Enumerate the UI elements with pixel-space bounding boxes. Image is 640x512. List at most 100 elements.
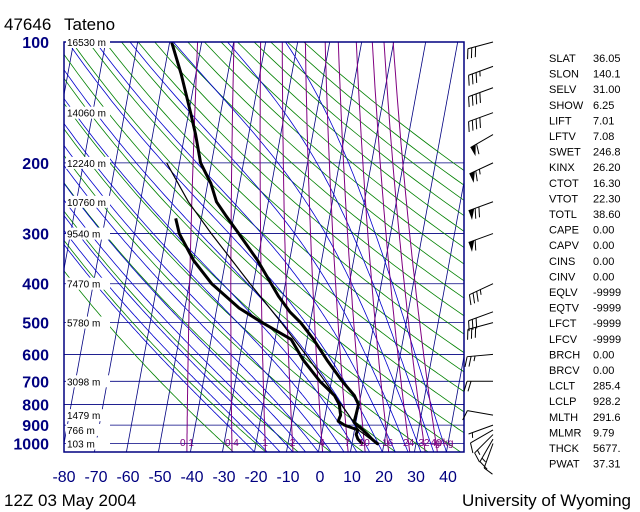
temperature-tick-label: -10 <box>276 469 299 486</box>
dry-adiabat <box>170 42 464 299</box>
index-name: CINV <box>549 271 576 283</box>
dry-adiabat <box>154 42 464 317</box>
temperature-tick-label: -60 <box>116 469 139 486</box>
pressure-tick-label: 800 <box>22 398 49 415</box>
index-value: 246.8 <box>593 147 621 159</box>
dry-adiabat <box>104 42 464 373</box>
temperature-tick-label: -70 <box>84 469 107 486</box>
dry-adiabat <box>88 42 464 393</box>
height-label-bg <box>66 423 110 436</box>
height-label: 5780 m <box>67 319 100 330</box>
wind-barb <box>469 162 494 183</box>
index-value: 140.1 <box>593 69 621 81</box>
height-label-bg <box>66 227 110 240</box>
height-label-bg <box>66 375 110 388</box>
height-label: 9540 m <box>67 230 100 241</box>
mixing-ratio-line <box>383 42 426 452</box>
mixing-ratio-line <box>281 42 294 452</box>
moist-adiabat <box>64 215 281 452</box>
moist-adiabat <box>67 42 383 452</box>
mixing-ratio-label: g/kg <box>435 438 454 449</box>
pressure-tick-label: 500 <box>22 316 49 333</box>
dry-adiabat <box>64 53 464 434</box>
temperature-tick-label: 0 <box>316 469 325 486</box>
index-value: 5677. <box>593 443 621 455</box>
mixing-ratio-label: 0.1 <box>180 438 194 449</box>
isotherm <box>0 42 10 452</box>
wind-barb <box>468 233 494 252</box>
plot-frame <box>63 41 465 453</box>
index-value: 285.4 <box>593 381 621 393</box>
dry-adiabat <box>64 270 234 452</box>
pressure-tick-label: 1000 <box>13 437 49 454</box>
station-id: 47646 <box>4 15 51 34</box>
wind-barb <box>468 201 494 221</box>
moist-adiabat <box>64 122 345 452</box>
wind-barb <box>468 65 494 86</box>
dry-adiabat <box>121 42 464 354</box>
footer-source: University of Wyoming <box>462 491 631 510</box>
dry-adiabat <box>137 42 464 335</box>
mixing-ratio-line <box>186 42 199 452</box>
index-value: 31.00 <box>593 84 621 96</box>
index-name: SLON <box>549 69 579 81</box>
height-label-bg <box>66 36 110 48</box>
temperature-tick-label: -30 <box>212 469 235 486</box>
dry-adiabat <box>237 42 464 232</box>
mixing-ratio-line <box>337 42 366 452</box>
moist-adiabat <box>64 144 332 452</box>
wind-barb <box>468 311 494 332</box>
index-value: 0.00 <box>593 271 614 283</box>
index-name: PWAT <box>549 459 580 471</box>
moist-adiabat <box>129 42 409 452</box>
pressure-tick-label: 700 <box>22 374 49 391</box>
dry-adiabat <box>64 239 267 452</box>
height-label: 7470 m <box>67 280 100 291</box>
index-name: SHOW <box>549 100 584 112</box>
footer-time: 12Z 03 May 2004 <box>4 491 136 510</box>
height-label-bg <box>66 277 110 290</box>
wind-barb <box>468 87 494 108</box>
wind-barb <box>468 112 494 133</box>
height-label: 16530 m <box>67 38 106 49</box>
index-value: 9.79 <box>593 427 614 439</box>
height-label-bg <box>66 437 110 450</box>
height-label: 10760 m <box>67 198 106 209</box>
index-value: -9999 <box>593 334 621 346</box>
index-value: 22.30 <box>593 193 621 205</box>
isotherm <box>64 42 139 446</box>
index-name: EQTV <box>549 303 580 315</box>
moist-adiabat <box>95 42 396 452</box>
parcel-profile <box>166 162 377 444</box>
mixing-ratio-label: 1 <box>262 438 268 449</box>
height-label-bg <box>66 156 110 169</box>
index-value: 7.08 <box>593 131 614 143</box>
moist-adiabat <box>64 229 268 452</box>
wind-barb <box>467 41 494 60</box>
mixing-ratio-label: 4 <box>319 438 325 449</box>
isotherm <box>158 42 235 452</box>
isotherm <box>190 42 267 452</box>
index-name: LIFT <box>549 115 572 127</box>
wind-barb <box>469 429 494 454</box>
index-value: 0.00 <box>593 225 614 237</box>
height-label-bg <box>66 316 110 329</box>
dewpoint-profile <box>174 218 364 446</box>
height-label: 12240 m <box>67 159 106 170</box>
index-name: CINS <box>549 256 575 268</box>
index-value: 26.20 <box>593 162 621 174</box>
sounding-profiles <box>166 42 380 446</box>
index-value: -9999 <box>593 318 621 330</box>
isotherm <box>446 354 464 452</box>
mixing-ratio-line <box>355 42 390 452</box>
index-value: 16.30 <box>593 178 621 190</box>
index-name: LCLP <box>549 396 577 408</box>
stability-indices: SLAT 36.05 SLON 140.1 SELV 31.00 SHOW 6.25 LIFT 7… <box>549 53 621 471</box>
temperature-tick-label: 10 <box>343 469 361 486</box>
temperature-tick-label: 30 <box>407 469 425 486</box>
thermo-grid <box>0 42 464 452</box>
temperature-profile <box>170 42 380 446</box>
wind-barb <box>468 283 494 306</box>
temperature-tick-label: -80 <box>52 469 75 486</box>
pressure-tick-label: 400 <box>22 277 49 294</box>
